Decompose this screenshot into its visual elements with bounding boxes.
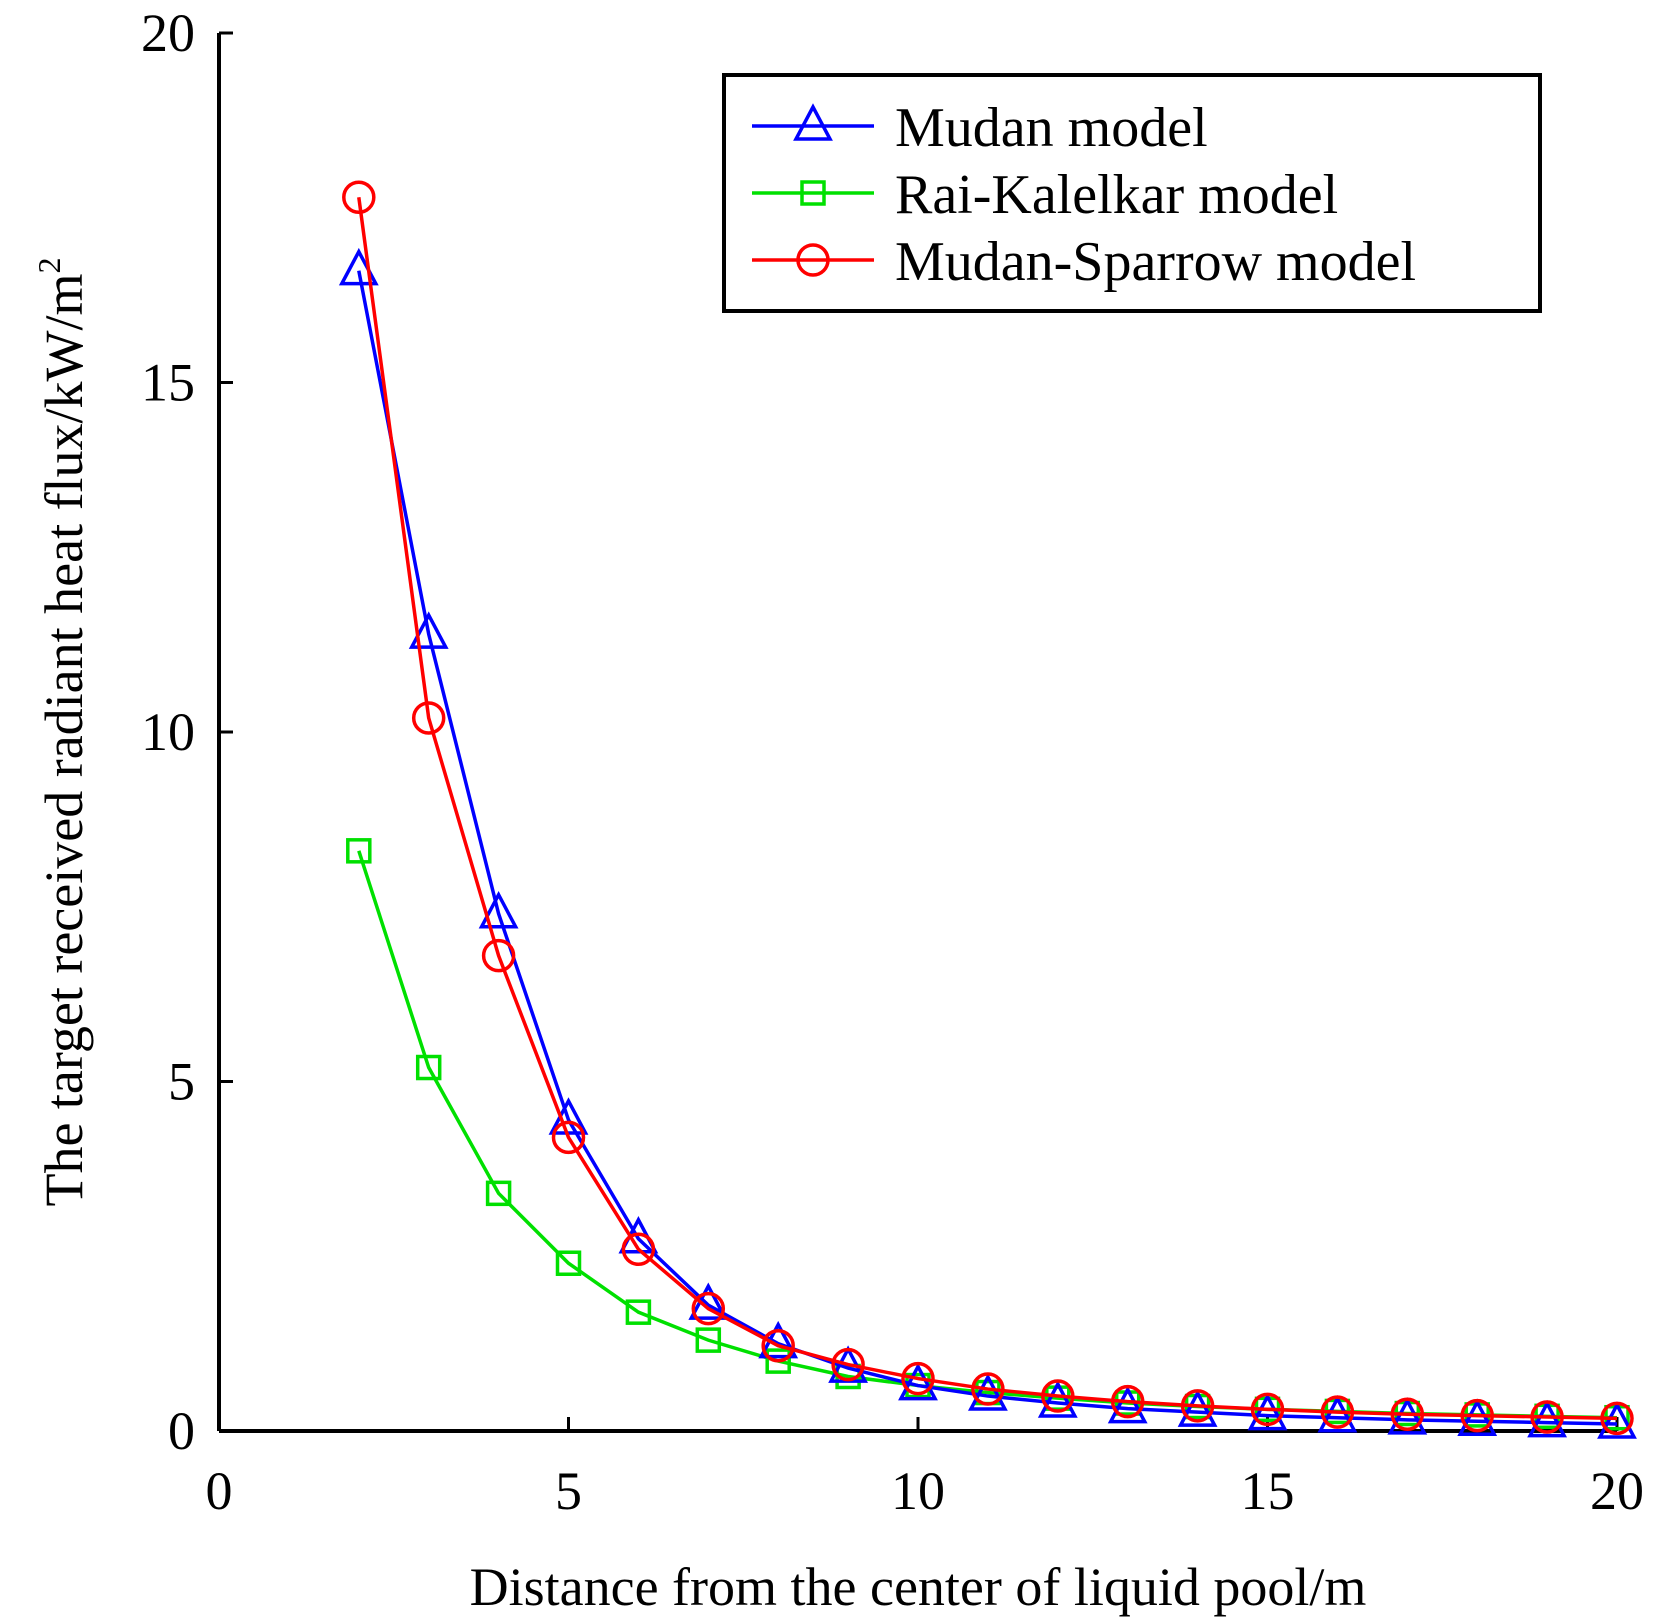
legend-item: Mudan-Sparrow model	[752, 231, 1416, 293]
triangle-marker	[478, 891, 519, 929]
series-mudan-model	[338, 247, 1637, 1439]
x-tick-label: 0	[206, 1461, 233, 1521]
x-tick-label: 15	[1241, 1461, 1295, 1521]
triangle-marker	[898, 1362, 938, 1401]
triangle-marker	[1527, 1399, 1568, 1438]
triangle-marker	[1457, 1398, 1498, 1436]
circle-marker	[551, 1120, 586, 1155]
circle-marker	[1180, 1389, 1215, 1423]
y-tick-label: 10	[141, 702, 195, 762]
circle-marker	[1320, 1395, 1355, 1429]
legend-item: Rai-Kalelkar model	[752, 164, 1338, 226]
circle-marker	[342, 180, 376, 215]
triangle-marker	[1387, 1397, 1428, 1435]
circle-marker	[481, 938, 516, 973]
y-axis-label: The target received radiant heat flux/kW…	[31, 257, 94, 1206]
square-marker	[555, 1250, 582, 1276]
y-tick-label: 15	[141, 353, 195, 413]
circle-marker	[1600, 1401, 1634, 1436]
series-line	[357, 850, 1618, 1420]
x-axis-label: Distance from the center of liquid pool/…	[470, 1557, 1367, 1617]
circle-marker	[691, 1291, 726, 1326]
y-tick-label: 5	[168, 1052, 195, 1112]
circle-marker	[1390, 1397, 1425, 1431]
triangle-marker	[1247, 1392, 1288, 1431]
series-group	[338, 180, 1637, 1439]
x-tick-label: 20	[1590, 1461, 1644, 1521]
series-mudan-sparrow-model	[342, 180, 1634, 1436]
triangle-marker	[1597, 1401, 1637, 1439]
circle-marker	[796, 243, 830, 277]
square-marker	[625, 1299, 652, 1325]
circle-marker	[1041, 1379, 1075, 1413]
x-tick-label: 10	[891, 1461, 945, 1521]
square-marker	[800, 180, 826, 206]
y-tick-label: 20	[141, 3, 195, 63]
y-axis-label-superscript: 2	[31, 257, 67, 273]
legend-label: Mudan-Sparrow model	[895, 231, 1416, 293]
square-marker	[415, 1054, 442, 1081]
circle-marker	[901, 1361, 935, 1396]
triangle-marker	[1177, 1389, 1218, 1427]
tick-labels: 0 5 10 15 20 0 5 10 15 20	[141, 3, 1644, 1521]
square-marker	[695, 1327, 722, 1353]
circle-marker	[1250, 1392, 1285, 1427]
y-axis-label-text: The target received radiant heat flux/kW…	[34, 273, 94, 1206]
y-tick-label: 0	[168, 1401, 195, 1461]
triangle-marker	[408, 611, 449, 649]
legend-item: Mudan model	[752, 97, 1208, 159]
circle-marker	[971, 1372, 1005, 1406]
circle-marker	[1530, 1400, 1564, 1434]
x-tick-label: 5	[555, 1461, 582, 1521]
legend-label: Mudan model	[895, 97, 1208, 159]
square-marker	[765, 1348, 791, 1374]
circle-marker	[621, 1232, 656, 1267]
square-marker	[485, 1180, 512, 1207]
series-rai-kalelkar-model	[346, 838, 1630, 1431]
circle-marker	[1110, 1384, 1145, 1419]
triangle-marker	[967, 1373, 1008, 1411]
legend-label: Rai-Kalelkar model	[895, 164, 1338, 226]
circle-marker	[761, 1328, 795, 1363]
circle-marker	[831, 1347, 865, 1382]
series-line	[357, 197, 1618, 1421]
triangle-marker	[793, 103, 833, 141]
square-marker	[346, 838, 372, 864]
series-line	[357, 270, 1618, 1426]
circle-marker	[411, 701, 446, 735]
triangle-marker	[1107, 1385, 1148, 1424]
circle-marker	[1460, 1398, 1494, 1433]
triangle-marker	[1037, 1380, 1078, 1418]
triangle-marker	[1317, 1394, 1358, 1433]
